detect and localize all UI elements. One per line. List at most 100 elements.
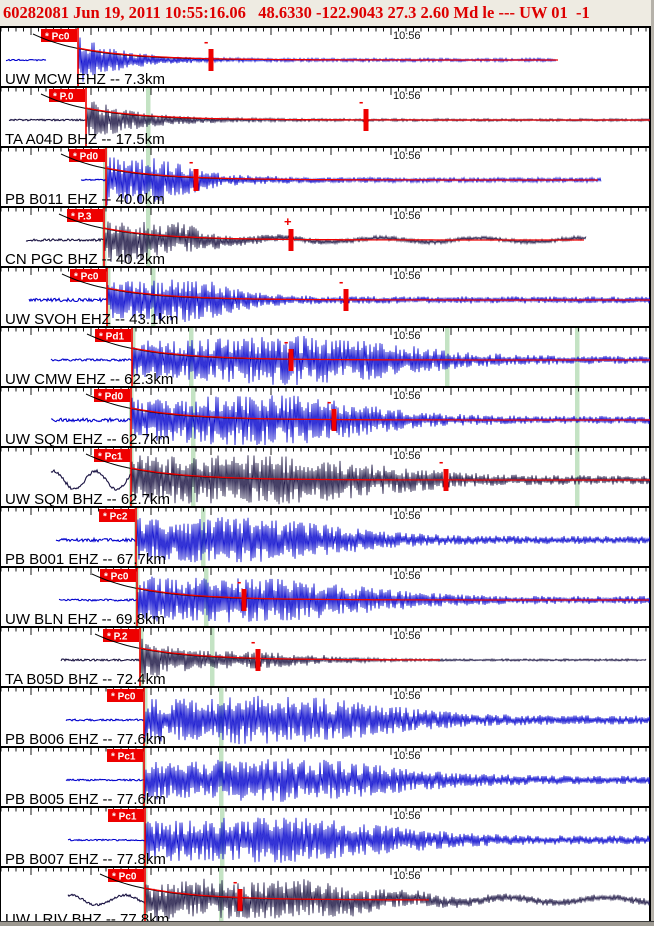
- trace-panel-14[interactable]: 10:56 * Pc1 PB B007 EHZ -- 77.8km: [1, 806, 650, 866]
- station-label: UW SVOH EHZ -- 43.1km: [5, 311, 178, 326]
- p-pick-flag[interactable]: [94, 449, 130, 462]
- p-pick-label[interactable]: * Pd0: [73, 152, 98, 163]
- p-pick-flag[interactable]: [69, 149, 105, 162]
- coda-amplitude-line: [131, 347, 650, 361]
- p-pick-flag[interactable]: [49, 89, 85, 102]
- p-pick-line[interactable]: [144, 808, 146, 866]
- coda-amplitude-line: [106, 287, 650, 301]
- p-pick-line[interactable]: [143, 748, 145, 806]
- p-pick-line[interactable]: [136, 568, 138, 626]
- station-label: UW SQM BHZ -- 62.7km: [5, 491, 170, 506]
- station-label: PB B006 EHZ -- 77.6km: [5, 731, 166, 746]
- p-pick-line[interactable]: [106, 268, 108, 326]
- p-pick-line[interactable]: [143, 688, 145, 746]
- trace-panel-15[interactable]: 10:56 * Pc0- UW LRIV BHZ -- 77.8km: [1, 866, 650, 926]
- p-pick-line[interactable]: [85, 88, 87, 146]
- trace-panel-4[interactable]: 10:56 * P.3 + CN PGC BHZ -- 40.2km: [1, 206, 649, 266]
- time-tick-label: 10:56: [393, 690, 421, 702]
- time-tick-label: 10:56: [393, 870, 421, 882]
- p-pick-line[interactable]: [77, 28, 79, 86]
- s-window-stripe: [445, 328, 450, 386]
- trace-panel-11[interactable]: 10:56 * P.2 - TA B05D BHZ -- 72.4km: [1, 626, 649, 686]
- p-pick-line[interactable]: [130, 448, 132, 506]
- coda-duration-marker[interactable]: [193, 169, 199, 191]
- p-pick-label[interactable]: * Pc2: [103, 512, 128, 523]
- coda-polarity-sign: -: [439, 454, 443, 469]
- coda-duration-marker[interactable]: [241, 589, 247, 611]
- waveform: [139, 638, 647, 680]
- coda-duration-marker[interactable]: [288, 349, 294, 371]
- p-pick-flag[interactable]: [107, 749, 143, 762]
- p-pick-flag[interactable]: [108, 869, 144, 882]
- p-pick-label[interactable]: * Pc0: [112, 872, 137, 883]
- pre-event-trace: [65, 718, 145, 722]
- p-pick-label[interactable]: * Pc0: [104, 572, 129, 583]
- coda-amplitude-line: [130, 467, 650, 481]
- p-pick-label[interactable]: * Pc1: [112, 812, 137, 823]
- pre-event-trace: [50, 358, 133, 363]
- trace-panel-7[interactable]: 10:56 * Pd0 - UW SQM EHZ -- 62.7km: [1, 386, 650, 446]
- coda-duration-marker[interactable]: [255, 649, 261, 671]
- trace-panel-5[interactable]: 10:56 * Pc0 - UW SVOH EHZ -- 43.1km: [1, 266, 650, 326]
- station-label: UW SQM EHZ -- 62.7km: [5, 431, 170, 446]
- trace-panel-3[interactable]: 10:56 * Pd0 - PB B011 EHZ -- 40.0km: [1, 146, 649, 206]
- trace-panel-10[interactable]: 10:56 * Pc0 - UW BLN EHZ -- 69.8km: [1, 566, 650, 626]
- trace-panel-8[interactable]: 10:56 * Pc1 - UW SQM BHZ -- 62.7km: [1, 446, 650, 506]
- p-pick-flag[interactable]: [41, 29, 77, 42]
- p-pick-line[interactable]: [131, 328, 133, 386]
- p-pick-line[interactable]: [105, 148, 107, 206]
- p-pick-flag[interactable]: [108, 809, 144, 822]
- coda-polarity-sign: -: [339, 274, 343, 289]
- pre-event-trace: [55, 536, 137, 543]
- p-pick-label[interactable]: * Pd1: [99, 332, 124, 343]
- p-pick-label[interactable]: * P.2: [107, 632, 128, 643]
- trace-panel-2[interactable]: 10:56 * P.0 - TA A04D BHZ -- 17.5km: [1, 86, 650, 146]
- waveform: [106, 279, 650, 323]
- waveform-stack: 10:56 * Pc0 - UW MCW EHZ -- 7.3km 10:56 * P.0…: [0, 26, 651, 926]
- p-pick-label[interactable]: * Pd0: [98, 392, 123, 403]
- p-pick-flag[interactable]: [70, 269, 106, 282]
- trace-panel-6[interactable]: 10:56 * Pd1 - UW CMW EHZ -- 62.3km: [1, 326, 650, 386]
- coda-duration-marker[interactable]: [208, 49, 214, 71]
- trace-panel-9[interactable]: 10:56 * Pc2 PB B001 EHZ -- 67.7km: [1, 506, 650, 566]
- time-ruler-ticks: [1, 28, 647, 35]
- p-pick-line[interactable]: [130, 388, 132, 446]
- p-pick-flag[interactable]: [95, 329, 131, 342]
- coda-duration-marker[interactable]: [237, 889, 243, 911]
- p-pick-line[interactable]: [103, 208, 105, 266]
- time-ruler-ticks: [1, 808, 647, 815]
- time-tick-label: 10:56: [393, 270, 421, 282]
- trace-panel-13[interactable]: 10:56 * Pc1 PB B005 EHZ -- 77.6km: [1, 746, 650, 806]
- p-pick-flag[interactable]: [103, 629, 139, 642]
- time-tick-label: 10:56: [393, 210, 421, 222]
- p-pick-label[interactable]: * P.0: [53, 92, 74, 103]
- coda-duration-marker[interactable]: [343, 289, 349, 311]
- p-pick-flag[interactable]: [67, 209, 103, 222]
- trace-panel-12[interactable]: 10:56 * Pc0 PB B006 EHZ -- 77.6km: [1, 686, 650, 746]
- coda-duration-marker[interactable]: [288, 229, 294, 251]
- coda-duration-marker[interactable]: [331, 409, 337, 431]
- time-tick-label: 10:56: [393, 810, 421, 822]
- coda-duration-marker[interactable]: [443, 469, 449, 491]
- p-pick-label[interactable]: * Pc1: [98, 452, 123, 463]
- coda-duration-marker[interactable]: [363, 109, 369, 131]
- p-pick-label[interactable]: * Pc0: [111, 692, 136, 703]
- p-pick-line[interactable]: [139, 628, 141, 686]
- p-pick-label[interactable]: * P.3: [71, 212, 92, 223]
- p-pick-line[interactable]: [135, 508, 137, 566]
- p-pick-flag[interactable]: [107, 689, 143, 702]
- waveform: [135, 517, 650, 563]
- coda-amplitude-line: [77, 47, 558, 61]
- p-pick-label[interactable]: * Pc0: [45, 32, 70, 43]
- p-pick-flag[interactable]: [99, 509, 135, 522]
- trace-panel-1[interactable]: 10:56 * Pc0 - UW MCW EHZ -- 7.3km: [1, 26, 649, 86]
- p-pick-label[interactable]: * Pc1: [111, 752, 136, 763]
- p-pick-flag[interactable]: [100, 569, 136, 582]
- p-pick-line[interactable]: [144, 868, 146, 926]
- time-ruler-ticks: [1, 748, 647, 755]
- p-pick-label[interactable]: * Pc0: [74, 272, 99, 283]
- p-pick-flag[interactable]: [94, 389, 130, 402]
- s-window-stripe: [143, 688, 148, 746]
- time-ruler-ticks: [1, 88, 647, 95]
- station-label: PB B007 EHZ -- 77.8km: [5, 851, 166, 866]
